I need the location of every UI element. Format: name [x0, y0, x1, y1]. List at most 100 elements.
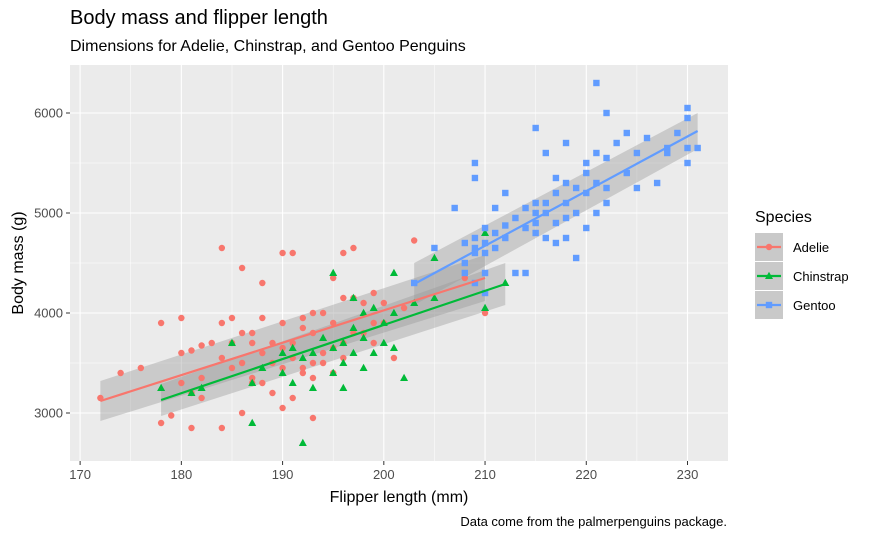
- point-adelie: [461, 274, 468, 282]
- point-chinstrap: [187, 388, 196, 396]
- x-axis-title: Flipper length (mm): [330, 489, 469, 506]
- point-adelie: [198, 342, 205, 349]
- trend-line-gentoo: [413, 130, 699, 285]
- point-gentoo: [481, 224, 489, 232]
- point-chinstrap: [278, 348, 287, 356]
- y-axis: 3000 4000 5000 6000: [34, 106, 70, 421]
- point-adelie: [178, 379, 185, 387]
- point-adelie: [279, 364, 286, 372]
- point-gentoo: [684, 159, 691, 167]
- point-adelie: [259, 379, 266, 387]
- point-gentoo: [522, 269, 529, 277]
- point-adelie: [319, 309, 327, 317]
- legend-item-adelie: Adelie: [755, 233, 829, 261]
- point-chinstrap: [410, 298, 419, 306]
- point-gentoo: [461, 269, 468, 277]
- point-adelie: [309, 414, 317, 422]
- point-gentoo: [623, 169, 630, 177]
- point-gentoo: [603, 154, 610, 162]
- point-chinstrap: [389, 268, 398, 276]
- point-adelie: [238, 359, 246, 367]
- trend-line-chinstrap: [160, 282, 506, 402]
- point-adelie: [117, 369, 124, 377]
- point-gentoo: [684, 114, 691, 122]
- point-chinstrap: [298, 353, 307, 361]
- legend-item-chinstrap: Chinstrap: [755, 262, 849, 290]
- point-adelie: [188, 424, 195, 432]
- point-adelie: [309, 359, 317, 367]
- point-adelie: [157, 319, 165, 327]
- point-chinstrap: [359, 363, 368, 371]
- y-axis-title: Body mass (g): [10, 211, 27, 314]
- x-tick-label: 180: [171, 467, 193, 482]
- point-gentoo: [491, 204, 499, 212]
- point-adelie: [340, 354, 347, 362]
- point-gentoo: [684, 144, 691, 152]
- point-chinstrap: [430, 293, 439, 301]
- point-adelie: [380, 299, 388, 307]
- point-adelie: [259, 279, 266, 287]
- point-adelie: [289, 339, 296, 347]
- point-gentoo: [431, 244, 438, 252]
- x-tick-label: 200: [373, 467, 395, 482]
- point-adelie: [289, 394, 296, 402]
- x-tick-label: 230: [677, 467, 699, 482]
- point-gentoo: [593, 209, 600, 217]
- point-chinstrap: [379, 338, 388, 346]
- point-adelie: [228, 364, 236, 372]
- point-adelie: [279, 319, 286, 327]
- point-gentoo: [603, 184, 610, 192]
- point-chinstrap: [400, 373, 409, 381]
- point-gentoo: [502, 234, 509, 242]
- point-adelie: [168, 412, 175, 419]
- point-adelie: [269, 389, 276, 397]
- point-gentoo: [562, 214, 570, 222]
- point-chinstrap: [248, 378, 257, 386]
- point-chinstrap: [349, 348, 358, 356]
- point-adelie: [279, 344, 286, 352]
- point-gentoo: [562, 179, 570, 187]
- legend-key-marker: [765, 271, 773, 279]
- point-gentoo: [613, 139, 620, 147]
- point-chinstrap: [308, 348, 317, 356]
- x-tick-label: 220: [575, 467, 597, 482]
- chart-title: Body mass and flipper length: [70, 7, 328, 29]
- point-chinstrap: [278, 368, 287, 376]
- chart-caption: Data come from the palmerpenguins packag…: [460, 514, 727, 529]
- point-adelie: [238, 409, 246, 417]
- point-adelie: [340, 294, 347, 302]
- point-gentoo: [694, 144, 701, 152]
- point-gentoo: [512, 214, 519, 222]
- point-gentoo: [532, 209, 539, 217]
- point-gentoo: [532, 229, 539, 237]
- legend-title: Species: [755, 209, 812, 226]
- chart-subtitle: Dimensions for Adelie, Chinstrap, and Ge…: [70, 38, 466, 55]
- point-gentoo: [633, 149, 641, 157]
- point-chinstrap: [319, 333, 328, 341]
- point-gentoo: [552, 239, 560, 247]
- point-adelie: [198, 374, 205, 382]
- point-chinstrap: [369, 303, 378, 311]
- point-gentoo: [572, 209, 580, 217]
- point-gentoo: [562, 139, 570, 147]
- point-gentoo: [583, 189, 590, 197]
- point-gentoo: [522, 224, 529, 232]
- point-chinstrap: [258, 363, 267, 371]
- point-gentoo: [552, 189, 560, 197]
- point-chinstrap: [227, 338, 236, 346]
- point-chinstrap: [389, 308, 398, 316]
- point-adelie: [238, 264, 246, 272]
- point-gentoo: [532, 124, 539, 132]
- point-adelie: [309, 374, 317, 382]
- point-gentoo: [583, 169, 590, 177]
- point-chinstrap: [288, 343, 297, 351]
- point-adelie: [249, 329, 256, 337]
- point-gentoo: [532, 199, 539, 207]
- point-gentoo: [684, 104, 691, 112]
- point-gentoo: [471, 174, 479, 182]
- point-gentoo: [491, 244, 499, 252]
- point-adelie: [340, 249, 347, 257]
- legend-key-marker: [765, 301, 773, 309]
- point-adelie: [249, 374, 256, 382]
- point-chinstrap: [339, 383, 348, 391]
